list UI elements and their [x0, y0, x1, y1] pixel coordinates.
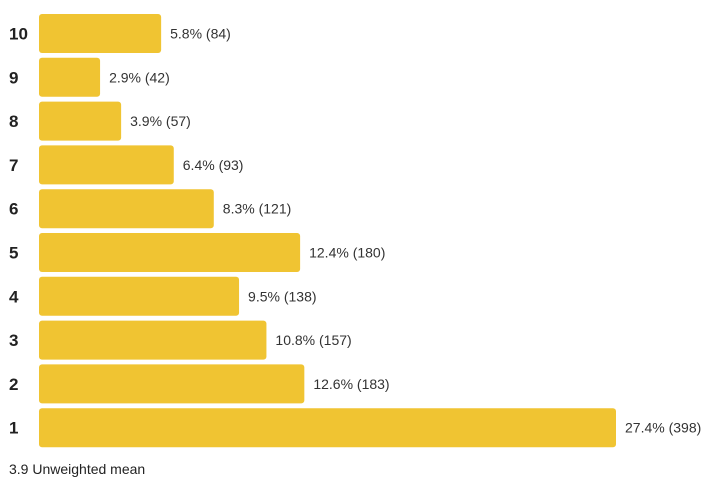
bar[interactable]	[39, 276, 240, 316]
bar[interactable]	[39, 101, 122, 141]
mean-summary: 3.9 Unweighted mean	[9, 461, 145, 477]
category-label: 10	[9, 25, 28, 44]
category-label: 2	[9, 375, 18, 394]
value-label: 10.8% (157)	[275, 332, 351, 348]
value-label: 2.9% (42)	[109, 69, 170, 85]
value-label: 8.3% (121)	[223, 201, 291, 217]
mean-value: 3.9	[9, 461, 29, 477]
value-label: 5.8% (84)	[170, 26, 231, 42]
bar[interactable]	[39, 57, 101, 97]
category-label: 8	[9, 112, 18, 131]
value-label: 12.6% (183)	[313, 376, 389, 392]
bar[interactable]	[39, 364, 305, 404]
bar[interactable]	[39, 320, 267, 360]
category-label: 6	[9, 200, 18, 219]
category-label: 4	[9, 287, 19, 306]
value-label: 6.4% (93)	[183, 157, 244, 173]
value-label: 27.4% (398)	[625, 420, 701, 436]
category-label: 7	[9, 156, 18, 175]
mean-label: Unweighted mean	[32, 461, 146, 477]
value-label: 12.4% (180)	[309, 245, 385, 261]
bar[interactable]	[39, 145, 174, 185]
category-label: 3	[9, 331, 18, 350]
bar[interactable]	[39, 408, 616, 448]
value-label: 9.5% (138)	[248, 288, 316, 304]
bar[interactable]	[39, 14, 162, 53]
bar[interactable]	[39, 189, 214, 229]
value-label: 3.9% (57)	[130, 113, 191, 129]
category-label: 1	[9, 419, 18, 438]
category-label: 5	[9, 244, 18, 263]
category-label: 9	[9, 68, 18, 87]
bar[interactable]	[39, 233, 301, 272]
